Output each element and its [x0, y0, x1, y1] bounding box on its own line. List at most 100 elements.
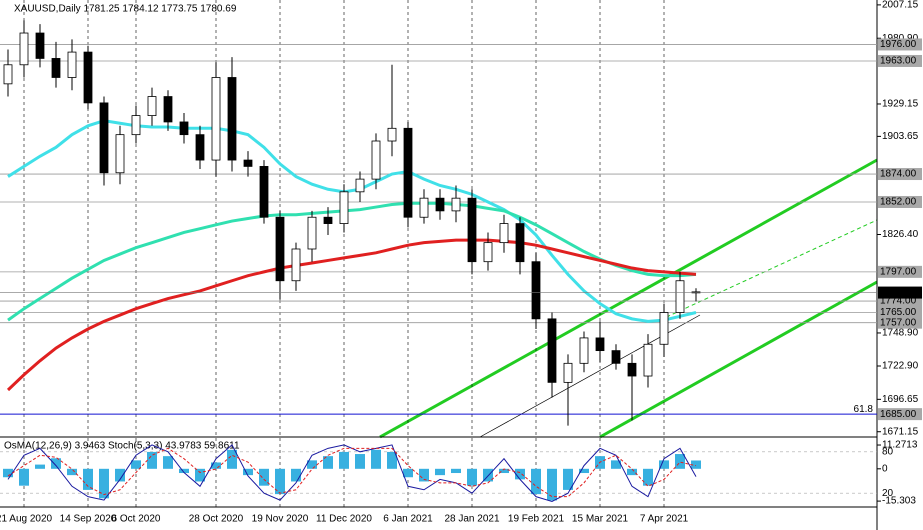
y-tick-label: 0: [882, 463, 888, 474]
candle-body: [339, 191, 349, 224]
y-tick-label: 11.2713: [882, 440, 918, 451]
candle-body: [179, 121, 189, 136]
y-tick-label: 1903.65: [882, 131, 919, 142]
candle-body: [67, 51, 77, 78]
level-label: 1757.00: [880, 317, 917, 328]
osma-bar: [451, 468, 461, 474]
level-label: 1797.00: [880, 266, 917, 277]
osma-bar: [643, 468, 653, 486]
osma-bar: [675, 454, 685, 469]
osma-bar: [163, 456, 173, 469]
moving-average: [6, 238, 697, 392]
osma-bar: [211, 462, 221, 469]
osma-bar: [147, 451, 157, 469]
x-tick-label: 14 Sep 2020: [60, 514, 117, 525]
y-tick-label: 1929.15: [882, 99, 919, 110]
x-tick-label: 6 Oct 2020: [112, 514, 161, 525]
osma-bar: [19, 468, 29, 486]
candle-body: [435, 197, 445, 212]
candle-body: [19, 32, 29, 66]
osma-bar: [323, 456, 333, 469]
osma-bar: [291, 468, 301, 482]
level-label: 1685.00: [880, 409, 917, 420]
osma-bar: [83, 468, 93, 490]
candle-body: [483, 242, 493, 263]
candle-body: [131, 115, 141, 136]
candle-body: [531, 261, 541, 320]
osma-bar: [387, 451, 397, 469]
level-box: [878, 54, 922, 67]
osma-bar: [691, 460, 701, 469]
candle-body: [3, 64, 13, 85]
candle-body: [243, 159, 253, 167]
candle-body: [99, 102, 109, 174]
candle-body: [227, 77, 237, 161]
candle-body: [115, 134, 125, 174]
candle-body: [659, 312, 669, 345]
candle-body: [563, 362, 573, 383]
level-box: [878, 195, 922, 208]
x-tick-label: 11 Dec 2020: [316, 514, 372, 525]
candle-body: [451, 197, 461, 212]
candle-body: [579, 337, 589, 364]
osma-bar: [3, 468, 13, 478]
y-tick-label: -15.303: [882, 496, 916, 507]
candle-body: [147, 96, 157, 117]
candle-body: [547, 318, 557, 383]
current-price-label: 1780.69: [880, 287, 917, 298]
level-box: [878, 38, 922, 51]
x-tick-label: 19 Nov 2020: [252, 514, 309, 525]
channel-mid: [659, 219, 878, 321]
candle-body: [35, 32, 45, 59]
stochastic-line: [7, 447, 697, 498]
y-tick-label: 1696.65: [882, 394, 919, 405]
candle-body: [467, 197, 477, 263]
x-tick-label: 28 Oct 2020: [189, 514, 244, 525]
level-label: 1874.00: [880, 169, 917, 180]
osma-bar: [131, 460, 141, 469]
candle-body: [355, 178, 365, 193]
osma-bar: [99, 468, 109, 499]
x-tick-label: 15 Mar 2021: [572, 514, 629, 525]
osma-bar: [403, 468, 413, 478]
y2-tick-label: 80: [882, 446, 894, 457]
osma-bar: [531, 468, 541, 495]
level-box: [878, 408, 922, 421]
candle-body: [419, 197, 429, 218]
candle-body: [643, 343, 653, 377]
level-label: 1765.00: [880, 307, 917, 318]
level-box: [878, 316, 922, 329]
level-label: 1976.00: [880, 39, 917, 50]
osma-bar: [35, 464, 45, 469]
current-price-box: [878, 286, 922, 299]
osma-bar: [499, 468, 509, 474]
x-tick-label: 6 Jan 2021: [383, 514, 433, 525]
osma-bar: [227, 449, 237, 469]
y-tick-label: 1826.40: [882, 229, 919, 240]
osma-bar: [259, 468, 269, 486]
x-tick-label: 21 Aug 2020: [0, 514, 53, 525]
level-box: [878, 306, 922, 319]
candle-body: [403, 127, 413, 218]
osma-bar: [483, 468, 493, 482]
candle-body: [627, 362, 637, 377]
candle-body: [307, 216, 317, 250]
osma-bar: [275, 468, 285, 495]
moving-average: [7, 201, 697, 322]
y-tick-label: 1722.90: [882, 361, 919, 372]
osma-bar: [307, 460, 317, 469]
level-box: [878, 168, 922, 181]
candle-body: [675, 280, 685, 313]
osma-bar: [67, 468, 77, 476]
osma-bar: [419, 468, 429, 482]
chart-title: XAUUSD,Daily 1781.25 1784.12 1773.75 178…: [14, 4, 237, 15]
moving-average: [7, 119, 697, 323]
candle-body: [323, 216, 333, 224]
level-label: 1963.00: [880, 56, 917, 67]
candle-body: [611, 350, 621, 364]
osma-bar: [435, 468, 445, 476]
candle-body: [275, 216, 285, 282]
osma-bar: [339, 451, 349, 469]
osma-bar: [195, 468, 205, 482]
osma-bar: [627, 468, 637, 476]
